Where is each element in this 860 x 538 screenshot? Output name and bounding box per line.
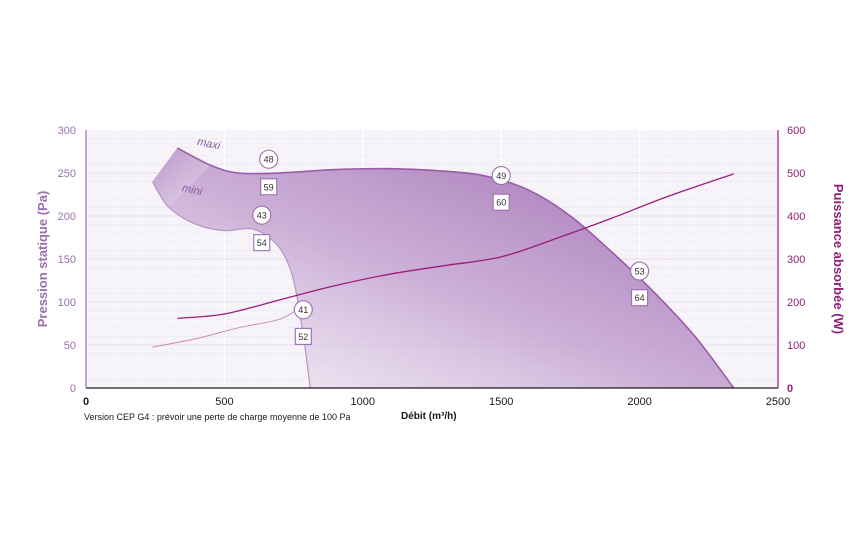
y-tick-label: 50 [64, 340, 76, 352]
annotation-square [253, 234, 271, 252]
annotation-square-label: 54 [257, 238, 267, 248]
annotation-circle-label: 49 [496, 171, 506, 181]
y2-tick-label: 200 [787, 297, 805, 309]
annotation-circle [630, 261, 650, 281]
annotation-circle-label: 43 [257, 211, 267, 221]
y-tick-label: 300 [58, 125, 76, 137]
curve-label-maxi: maxi [196, 136, 222, 153]
annotation-square [260, 178, 278, 196]
y-tick-label: 200 [58, 211, 76, 223]
axes [85, 130, 779, 389]
annotation-square-label: 59 [264, 182, 274, 192]
annotation-circle [252, 205, 272, 225]
series-maxi-pressure [176, 147, 735, 389]
y2-axis-title: Puissance absorbée (W) [831, 184, 846, 334]
y2-tick-label: 300 [787, 254, 805, 266]
y2-tick-label: 600 [787, 125, 805, 137]
y2-tick-label: 100 [787, 340, 805, 352]
annotation-circle [491, 166, 511, 186]
tick-labels: 0 500 1000 1500 2000 250005010015020025030001… [58, 125, 806, 408]
annotation-square-label: 64 [635, 293, 645, 303]
curve-label-mini: mini [181, 182, 204, 198]
y2-tick-label: 0 [787, 383, 793, 395]
series-mini-power [152, 305, 303, 348]
x-tick-label: 500 [215, 396, 233, 408]
y2-tick-label: 400 [787, 211, 805, 223]
y-tick-label: 0 [70, 383, 76, 395]
annotation-circle [259, 149, 279, 169]
x-tick-label: 2000 [627, 396, 651, 408]
series-maxi-power [177, 173, 734, 319]
annotation-circle-label: 41 [298, 305, 308, 315]
y-tick-label: 150 [58, 254, 76, 266]
y2-tick-label: 500 [787, 168, 805, 180]
y-tick-label: 250 [58, 168, 76, 180]
annotation-circle-label: 48 [264, 155, 274, 165]
chart-note: Version CEP G4 : prévoir une perte de ch… [84, 412, 351, 422]
x-axis-title: Débit (m³/h) [401, 411, 457, 422]
annotation-square [492, 193, 510, 211]
annotation-circle-label: 53 [635, 267, 645, 277]
annotation-square-label: 52 [298, 332, 308, 342]
x-tick-label: 1000 [351, 396, 375, 408]
y-tick-label: 100 [58, 297, 76, 309]
annotation-square-label: 60 [496, 198, 506, 208]
x-tick-label: 1500 [489, 396, 513, 408]
x-tick-label: 0 [83, 396, 89, 408]
operating-area-fill [152, 148, 734, 388]
operating-area-lead [152, 148, 211, 208]
annotation-square [631, 289, 649, 307]
annotation-circle [293, 300, 313, 320]
annotation-square [294, 327, 312, 345]
operating-area [152, 148, 734, 388]
point-annotations: maxi mini 48 59 43 54 41 52 49 60 53 64 [181, 136, 650, 345]
x-tick-label: 2500 [766, 396, 790, 408]
y-axis-title: Pression statique (Pa) [35, 191, 50, 328]
